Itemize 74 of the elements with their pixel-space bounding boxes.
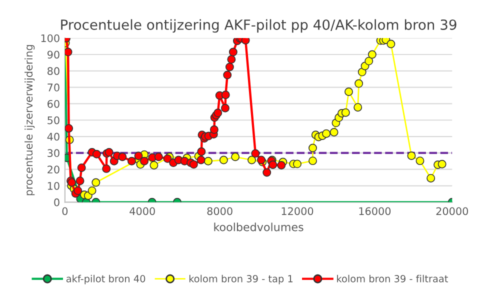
x-axis-title: koolbedvolumes: [214, 222, 304, 232]
point: [262, 168, 272, 177]
y-tick-label: 60: [48, 100, 60, 108]
point: [77, 163, 86, 172]
y-tick-label: 70: [48, 84, 60, 92]
point: [251, 149, 260, 158]
point: [228, 48, 238, 56]
x-tick-label: 12000: [282, 207, 314, 216]
point: [219, 156, 228, 164]
point: [368, 50, 376, 59]
point: [127, 156, 136, 166]
y-axis-title: procentuele ijzerverwijdering: [24, 45, 35, 196]
point: [330, 128, 338, 137]
point: [268, 160, 278, 169]
y-tick-label: 90: [47, 50, 60, 59]
point: [210, 125, 218, 134]
point: [102, 164, 111, 173]
point: [204, 156, 212, 166]
point: [293, 160, 302, 168]
point: [248, 156, 256, 164]
y-tick-label: 30: [48, 149, 60, 158]
point: [134, 152, 143, 160]
point: [64, 48, 72, 56]
point: [354, 79, 364, 88]
point: [118, 152, 127, 162]
point: [104, 148, 114, 157]
point: [407, 151, 416, 160]
legend-label: kolom bron 39 - tap 1: [189, 274, 293, 284]
point: [197, 147, 206, 156]
point: [92, 150, 101, 158]
point: [64, 124, 74, 133]
point: [354, 103, 362, 112]
point: [225, 62, 234, 72]
x-tick-label: 8000: [207, 207, 232, 216]
point: [416, 156, 424, 166]
chart-title: Procentuele ontijzering AKF-pilot pp 40/AK-kolom bron 39: [61, 19, 456, 33]
point: [231, 152, 240, 162]
point: [308, 156, 317, 166]
point: [154, 152, 163, 162]
point: [277, 161, 286, 170]
legend-label: akf-pilot bron 40: [66, 274, 146, 284]
point: [322, 129, 331, 138]
y-tick-label: 10: [48, 182, 60, 190]
y-tick-label: 50: [48, 116, 60, 124]
point: [341, 108, 350, 117]
point: [189, 160, 198, 169]
point: [74, 186, 82, 195]
point: [92, 178, 100, 187]
x-tick-label: 4000: [130, 207, 155, 216]
y-tick-label: 40: [47, 132, 60, 141]
point: [76, 176, 84, 186]
y-tick-label: 0: [54, 198, 60, 206]
point: [221, 90, 230, 100]
point: [150, 161, 158, 170]
y-tick-label: 20: [48, 166, 60, 174]
point: [88, 186, 96, 195]
y-tick-label: 80: [48, 67, 60, 76]
point: [426, 174, 436, 182]
legend-label: kolom bron 39 - filtraat: [337, 274, 448, 282]
x-tick-label: 20000: [436, 207, 468, 216]
point: [386, 40, 396, 48]
x-tick-label: 16000: [359, 207, 391, 216]
point: [223, 70, 232, 80]
point: [227, 55, 236, 64]
point: [241, 38, 250, 44]
point: [438, 160, 446, 168]
point: [221, 104, 230, 112]
y-tick-label: 100: [41, 34, 60, 42]
point: [196, 156, 206, 164]
x-tick-label: 0: [62, 207, 68, 216]
point: [308, 144, 317, 152]
point: [344, 88, 353, 96]
point: [364, 56, 374, 66]
point: [140, 156, 149, 166]
